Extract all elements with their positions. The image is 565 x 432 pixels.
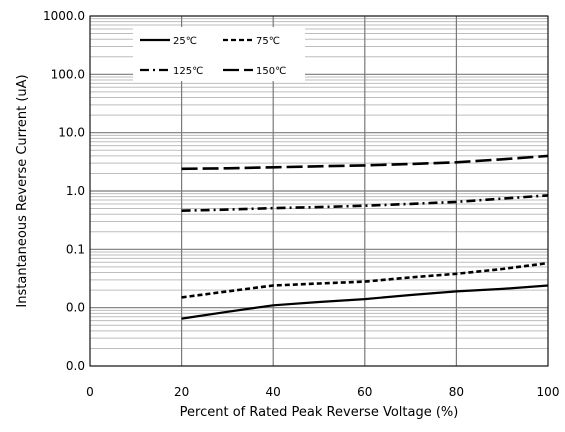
legend: 25℃ 75℃ 125℃ 150℃ bbox=[133, 27, 305, 81]
y-tick-labels: 0.0 0.0 0.1 1.0 10.0 100.0 1000.0 bbox=[43, 9, 85, 373]
series-line-1 bbox=[181, 261, 549, 299]
legend-label: 25℃ bbox=[173, 36, 197, 47]
plot-frame bbox=[89, 15, 549, 367]
series-line-0 bbox=[181, 284, 549, 320]
x-tick-labels: 0 20 40 60 80 100 bbox=[86, 385, 559, 399]
legend-label: 75℃ bbox=[256, 36, 280, 47]
y-tick-label: 100.0 bbox=[51, 67, 85, 81]
x-tick-label: 40 bbox=[266, 385, 281, 399]
x-tick-label: 0 bbox=[86, 385, 94, 399]
minor-gridlines bbox=[90, 18, 548, 349]
y-tick-label: 0.1 bbox=[66, 242, 85, 256]
y-tick-label: 0.0 bbox=[66, 359, 85, 373]
y-axis-title: Instantaneous Reverse Current (uA) bbox=[15, 74, 30, 307]
x-tick-label: 20 bbox=[174, 385, 189, 399]
y-tick-label: 10.0 bbox=[58, 126, 85, 140]
x-tick-label: 60 bbox=[357, 385, 372, 399]
y-tick-label: 1.0 bbox=[66, 184, 85, 198]
legend-box bbox=[133, 27, 305, 81]
series-line-2 bbox=[181, 194, 549, 212]
series-layer bbox=[181, 154, 549, 320]
legend-label: 125℃ bbox=[173, 66, 203, 77]
x-tick-label: 80 bbox=[449, 385, 464, 399]
y-tick-label: 1000.0 bbox=[43, 9, 85, 23]
series-line-3 bbox=[181, 154, 549, 171]
legend-label: 150℃ bbox=[256, 66, 286, 77]
y-tick-label: 0.0 bbox=[66, 301, 85, 315]
x-tick-label: 100 bbox=[537, 385, 560, 399]
x-axis-title: Percent of Rated Peak Reverse Voltage (%… bbox=[180, 405, 459, 420]
